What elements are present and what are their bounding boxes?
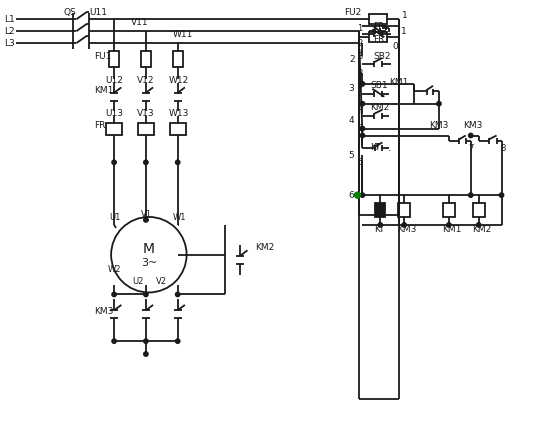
Text: KM1: KM1 bbox=[442, 225, 461, 234]
Text: V13: V13 bbox=[137, 109, 155, 118]
Text: 4: 4 bbox=[357, 104, 362, 113]
Text: 7: 7 bbox=[469, 144, 474, 153]
Circle shape bbox=[437, 102, 441, 106]
Text: FU1: FU1 bbox=[94, 52, 111, 60]
Text: U2: U2 bbox=[132, 277, 143, 286]
Circle shape bbox=[112, 160, 116, 165]
Bar bbox=[170, 123, 185, 135]
Text: KM3: KM3 bbox=[94, 307, 114, 316]
Text: W12: W12 bbox=[169, 77, 189, 85]
Bar bbox=[172, 51, 183, 67]
Text: W13: W13 bbox=[169, 109, 189, 118]
Circle shape bbox=[144, 339, 148, 343]
Circle shape bbox=[378, 223, 382, 227]
Bar bbox=[370, 32, 388, 42]
Text: 1: 1 bbox=[357, 24, 362, 33]
Circle shape bbox=[175, 160, 180, 165]
Circle shape bbox=[477, 223, 481, 227]
Text: 3: 3 bbox=[349, 84, 354, 93]
Text: 8: 8 bbox=[501, 144, 506, 153]
Bar bbox=[109, 51, 119, 67]
Circle shape bbox=[360, 82, 365, 86]
Text: W1: W1 bbox=[172, 214, 186, 222]
Bar bbox=[106, 123, 122, 135]
Text: KM1: KM1 bbox=[94, 86, 114, 95]
Text: L1: L1 bbox=[4, 15, 15, 24]
Bar bbox=[443, 203, 455, 217]
Text: V2: V2 bbox=[156, 277, 167, 286]
Bar bbox=[473, 203, 484, 217]
Text: 0: 0 bbox=[392, 41, 398, 51]
Circle shape bbox=[402, 223, 407, 227]
Bar bbox=[141, 51, 151, 67]
Circle shape bbox=[175, 292, 180, 297]
Text: KM3: KM3 bbox=[429, 121, 449, 130]
Text: KT: KT bbox=[375, 225, 385, 234]
Text: V11: V11 bbox=[131, 18, 148, 27]
Text: FR: FR bbox=[94, 121, 106, 130]
Circle shape bbox=[360, 126, 365, 131]
Circle shape bbox=[144, 352, 148, 356]
Circle shape bbox=[447, 223, 451, 227]
Text: FR: FR bbox=[374, 22, 385, 31]
Text: SB2: SB2 bbox=[374, 52, 391, 60]
Circle shape bbox=[360, 102, 365, 106]
Text: KM2: KM2 bbox=[370, 103, 390, 112]
Text: U11: U11 bbox=[89, 8, 108, 17]
Text: L3: L3 bbox=[4, 38, 15, 48]
Text: 3: 3 bbox=[357, 52, 362, 60]
Circle shape bbox=[469, 133, 473, 138]
Bar bbox=[398, 203, 410, 217]
Text: 5: 5 bbox=[349, 151, 354, 160]
Text: FR: FR bbox=[374, 35, 385, 44]
Text: V12: V12 bbox=[137, 77, 155, 85]
Text: 1: 1 bbox=[401, 27, 407, 36]
Text: U13: U13 bbox=[105, 109, 123, 118]
Circle shape bbox=[360, 133, 365, 138]
Text: 4: 4 bbox=[357, 99, 362, 108]
Circle shape bbox=[144, 292, 148, 297]
Bar bbox=[138, 123, 154, 135]
Text: W2: W2 bbox=[108, 265, 122, 274]
Circle shape bbox=[112, 292, 116, 297]
Text: M: M bbox=[143, 242, 155, 256]
Text: 2: 2 bbox=[357, 38, 362, 48]
Circle shape bbox=[144, 218, 148, 222]
Circle shape bbox=[175, 339, 180, 343]
Text: 5: 5 bbox=[357, 124, 362, 133]
Text: KM2: KM2 bbox=[472, 225, 491, 234]
Text: SB1: SB1 bbox=[370, 81, 388, 91]
Text: 6: 6 bbox=[349, 191, 354, 200]
Text: .: . bbox=[388, 143, 391, 154]
Circle shape bbox=[112, 339, 116, 343]
Text: KM1: KM1 bbox=[389, 78, 409, 88]
Text: U1: U1 bbox=[109, 214, 120, 222]
Text: U12: U12 bbox=[105, 77, 123, 85]
Text: 4: 4 bbox=[349, 116, 354, 125]
Text: 3: 3 bbox=[357, 81, 362, 91]
Circle shape bbox=[500, 193, 504, 197]
Circle shape bbox=[354, 192, 361, 198]
Text: 3~: 3~ bbox=[141, 258, 157, 268]
Text: QS: QS bbox=[63, 8, 76, 17]
Circle shape bbox=[360, 193, 365, 197]
Text: KM3: KM3 bbox=[463, 121, 482, 130]
Text: V1: V1 bbox=[141, 211, 152, 220]
Bar bbox=[370, 14, 388, 24]
Text: 1: 1 bbox=[402, 11, 408, 20]
Text: KM3: KM3 bbox=[397, 225, 417, 234]
Circle shape bbox=[144, 160, 148, 165]
Text: 3: 3 bbox=[357, 69, 362, 78]
Text: 6: 6 bbox=[357, 158, 362, 167]
Text: 2: 2 bbox=[349, 55, 354, 63]
Text: KT: KT bbox=[370, 143, 381, 152]
Text: FU2: FU2 bbox=[344, 8, 362, 17]
Circle shape bbox=[469, 193, 473, 197]
Text: KM2: KM2 bbox=[255, 243, 274, 252]
Text: L2: L2 bbox=[4, 27, 15, 36]
Text: W11: W11 bbox=[172, 30, 193, 38]
Bar bbox=[375, 203, 385, 217]
